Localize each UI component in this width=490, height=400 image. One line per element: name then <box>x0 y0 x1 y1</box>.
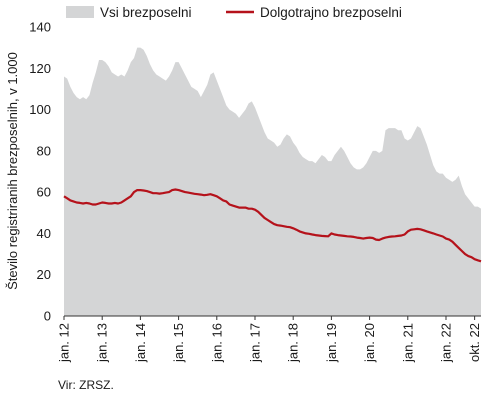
x-tick-label: jan. 20 <box>362 323 377 363</box>
y-tick-label: 40 <box>37 226 51 241</box>
legend-label-long-term-unemployed: Dolgotrajno brezposelni <box>260 5 402 20</box>
y-axis: 0 20 40 60 80 100 120 140 <box>29 20 51 324</box>
legend-label-all-unemployed: Vsi brezposelni <box>100 5 192 20</box>
x-tick-label: jan. 15 <box>171 323 186 363</box>
y-tick-label: 0 <box>44 309 51 324</box>
x-tick-label: jan. 17 <box>247 323 262 363</box>
legend: Vsi brezposelni Dolgotrajno brezposelni <box>66 5 402 20</box>
x-tick-label: okt. 22 <box>467 323 482 362</box>
x-tick-label: jan. 18 <box>286 323 301 363</box>
x-tick-label: jan. 19 <box>324 323 339 363</box>
x-tick-label: jan. 12 <box>57 323 72 363</box>
source-note: Vir: ZRSZ. <box>58 378 114 392</box>
y-tick-label: 80 <box>37 143 51 158</box>
x-tick-label: jan. 21 <box>400 323 415 363</box>
series-line-long-term-unemployed <box>63 188 482 263</box>
series-area-all-unemployed <box>64 47 481 317</box>
legend-swatch-all-unemployed <box>66 6 94 18</box>
y-tick-label: 120 <box>29 61 51 76</box>
x-tick-label: jan. 22 <box>438 323 453 363</box>
x-tick-label: jan. 16 <box>209 323 224 363</box>
y-tick-label: 140 <box>29 20 51 35</box>
y-tick-label: 20 <box>37 267 51 282</box>
x-tick-label: jan. 13 <box>95 323 110 363</box>
y-tick-label: 60 <box>37 185 51 200</box>
plot-area <box>63 47 482 317</box>
y-tick-label: 100 <box>29 102 51 117</box>
x-axis: jan. 12 jan. 13 jan. 14 jan. 15 jan. 16 jan. … <box>57 315 482 363</box>
x-tick-label: jan. 14 <box>133 323 148 363</box>
y-axis-title: Število registriranih brezposelnih, v 1.… <box>5 52 20 290</box>
